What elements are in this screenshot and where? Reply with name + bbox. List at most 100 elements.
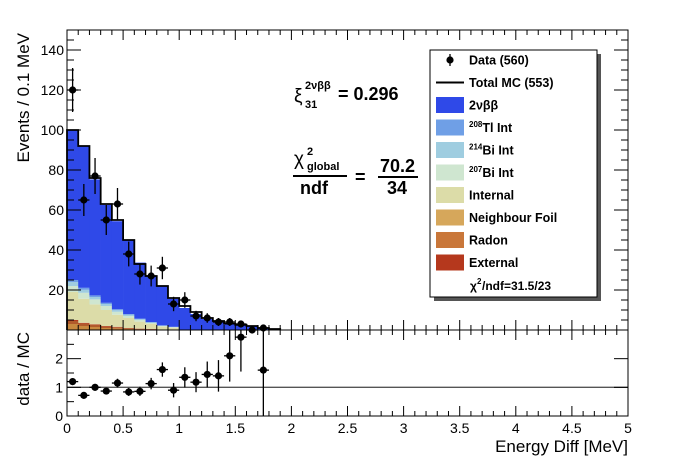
stack-bar <box>100 302 113 304</box>
y-tick-label: 120 <box>41 82 65 98</box>
data-point <box>147 272 155 280</box>
stack-bar <box>134 320 146 322</box>
stack-bar <box>134 262 146 319</box>
ratio-point <box>203 370 211 379</box>
stack-bar <box>201 319 214 330</box>
stack-bar <box>100 328 113 330</box>
stack-bar <box>78 322 90 324</box>
stack-bar <box>100 326 113 328</box>
y-tick-label: 60 <box>48 202 64 218</box>
stack-bar <box>179 308 191 330</box>
stack-bar <box>123 318 135 328</box>
x-tick-label: 4 <box>512 420 520 436</box>
legend-label: Radon <box>469 234 508 248</box>
stack-bar <box>89 327 101 330</box>
chi-symbol: χ <box>294 149 304 170</box>
chi-numerator: 70.2 <box>380 156 415 176</box>
legend-label: 2νββ <box>469 99 499 113</box>
stack-bar <box>78 298 90 323</box>
stack-bar <box>145 323 158 324</box>
chi-denominator: 34 <box>387 178 407 198</box>
data-point <box>237 320 245 328</box>
legend-swatch <box>436 187 464 203</box>
data-point <box>226 318 234 326</box>
stack-bar <box>89 295 101 297</box>
data-point <box>214 318 223 326</box>
stack-bar <box>89 299 101 305</box>
ratio-point <box>69 378 77 386</box>
stack-bar <box>100 204 113 303</box>
ratio-point <box>181 373 189 381</box>
y-tick-label: 40 <box>48 242 64 258</box>
stack-bar <box>134 319 146 320</box>
stack-bar <box>190 314 202 330</box>
stack-bar <box>111 311 124 315</box>
stack-bar <box>111 314 124 327</box>
data-point <box>80 196 88 204</box>
top-axis-ticks: 20 40 60 80 100 120 140 <box>41 30 629 330</box>
xi-superscript: 2νββ <box>305 80 331 92</box>
legend-swatch <box>436 254 464 271</box>
data-point <box>169 300 178 308</box>
stack-bar <box>156 326 169 327</box>
ratio-point <box>214 372 223 380</box>
stack-bar <box>156 326 169 330</box>
stack-bar <box>123 240 135 314</box>
stack-bar <box>145 322 158 323</box>
equals-sign: = <box>355 167 366 187</box>
stacked-histogram <box>67 130 281 330</box>
xi-value: = 0.296 <box>338 84 399 104</box>
stack-bar <box>89 324 101 325</box>
legend-label: 207Bi Int <box>469 165 514 180</box>
ratio-points <box>67 330 269 416</box>
stack-bar <box>167 327 180 330</box>
stack-bar <box>67 321 79 324</box>
legend-swatch <box>436 164 464 181</box>
legend-label: 214Bi Int <box>469 143 514 158</box>
y-tick-label: 20 <box>48 282 64 298</box>
legend-label: Internal <box>469 189 514 203</box>
bottom-frame <box>66 329 629 417</box>
chi-superscript: 2 <box>307 146 313 158</box>
chi-subscript: global <box>307 161 339 173</box>
ratio-point <box>80 391 88 399</box>
data-point <box>181 296 189 304</box>
xi-subscript: 31 <box>305 99 317 111</box>
x-tick-label: 3 <box>400 420 408 436</box>
ratio-point <box>158 365 166 374</box>
y-tick-label: 100 <box>41 122 65 138</box>
ratio-point <box>102 387 110 395</box>
data-point <box>192 312 200 320</box>
stack-bar <box>111 310 124 312</box>
stack-bar <box>67 282 79 286</box>
stack-bar <box>123 316 135 318</box>
stack-bar <box>145 276 158 322</box>
x-tick-label: 4.5 <box>562 420 582 436</box>
stack-bar <box>134 321 146 329</box>
y-tick-label: 140 <box>41 42 65 58</box>
legend-chi2-ndf: /ndf=31.5/23 <box>482 279 551 293</box>
ratio-point <box>237 333 245 341</box>
stack-bar <box>67 292 79 320</box>
ndf-label: ndf <box>300 178 329 198</box>
ratio-y-tick-label: 0 <box>55 408 63 424</box>
data-point <box>125 250 133 258</box>
stack-bar <box>67 286 79 292</box>
stack-bar <box>167 298 180 327</box>
stack-bar <box>100 310 113 326</box>
stack-bar <box>67 130 79 280</box>
data-point <box>136 270 144 278</box>
ratio-y-tick-label: 1 <box>55 379 63 395</box>
stack-bar <box>89 325 101 327</box>
data-point <box>113 200 122 208</box>
ratio-point <box>192 378 200 386</box>
stack-bar <box>111 221 124 310</box>
legend-chi2-sup: 2 <box>477 277 482 286</box>
stack-bar <box>78 323 90 326</box>
legend-label: 208Tl Int <box>469 120 513 135</box>
x-tick-label: 3.5 <box>450 420 470 436</box>
stack-bar <box>78 326 90 330</box>
legend-chi2-symbol: χ <box>470 279 477 293</box>
stack-bar <box>78 145 90 288</box>
